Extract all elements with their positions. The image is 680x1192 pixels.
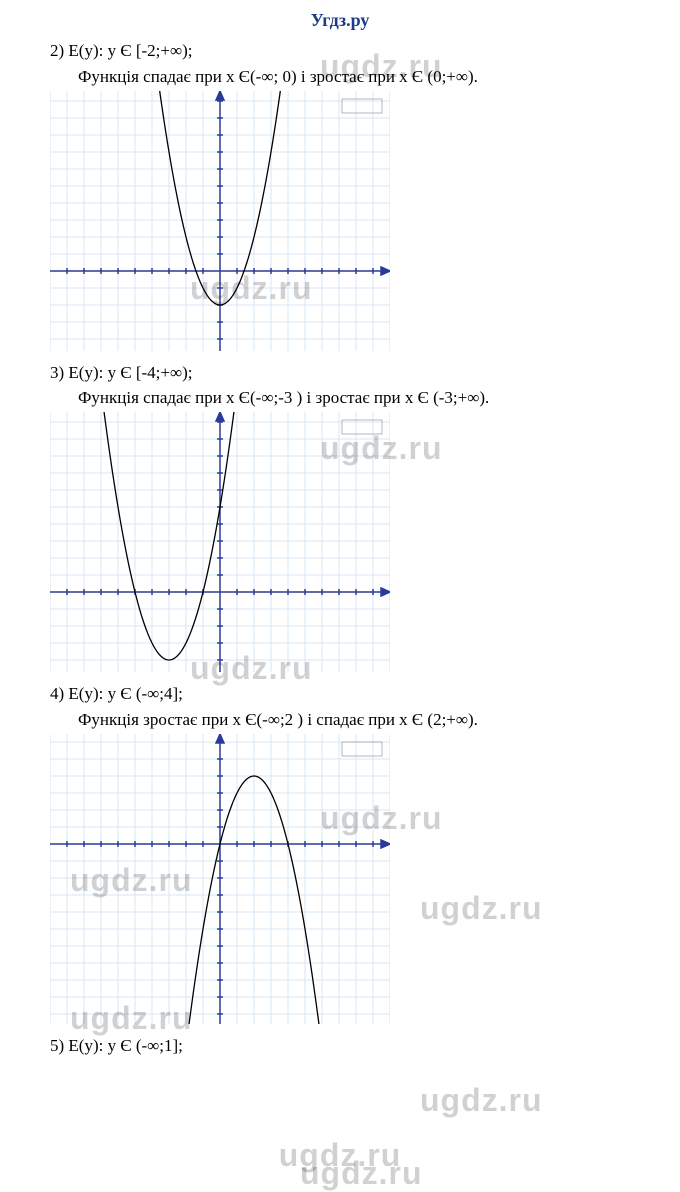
site-title: Угдз.ру <box>311 10 370 30</box>
item-5-range-text: E(y): y Є (-∞;1]; <box>68 1036 182 1055</box>
item-5-num: 5) <box>50 1036 64 1055</box>
item-4-range-text: E(y): y Є (-∞;4]; <box>68 684 182 703</box>
item-4-num: 4) <box>50 684 64 703</box>
site-header: Угдз.ру <box>0 0 680 39</box>
item-3-range: 3) E(y): y Є [-4;+∞); <box>50 361 630 385</box>
footer: ugdz.ru <box>0 1137 680 1174</box>
watermark-text: ugdz.ru <box>420 1082 543 1119</box>
item-3-num: 3) <box>50 363 64 382</box>
item-3-desc: Функція спадає при x Є(-∞;-3 ) і зростає… <box>50 386 630 410</box>
chart-3 <box>50 412 390 672</box>
item-4-desc: Функція зростає при x Є(-∞;2 ) і спадає … <box>50 708 630 732</box>
item-2-num: 2) <box>50 41 64 60</box>
item-2-range: 2) E(y): y Є [-2;+∞); <box>50 39 630 63</box>
item-3-range-text: E(y): y Є [-4;+∞); <box>68 363 192 382</box>
content-area: 2) E(y): y Є [-2;+∞); Функція спадає при… <box>0 39 680 1058</box>
chart-3-wrap <box>50 412 630 672</box>
chart-4 <box>50 734 390 1024</box>
chart-2 <box>50 91 390 351</box>
item-5-range: 5) E(y): y Є (-∞;1]; <box>50 1034 630 1058</box>
footer-watermark: ugdz.ru <box>279 1137 402 1173</box>
chart-4-wrap <box>50 734 630 1024</box>
item-2-desc: Функція спадає при x Є(-∞; 0) і зростає … <box>50 65 630 89</box>
item-2-range-text: E(y): y Є [-2;+∞); <box>68 41 192 60</box>
item-4-range: 4) E(y): y Є (-∞;4]; <box>50 682 630 706</box>
chart-2-wrap <box>50 91 630 351</box>
